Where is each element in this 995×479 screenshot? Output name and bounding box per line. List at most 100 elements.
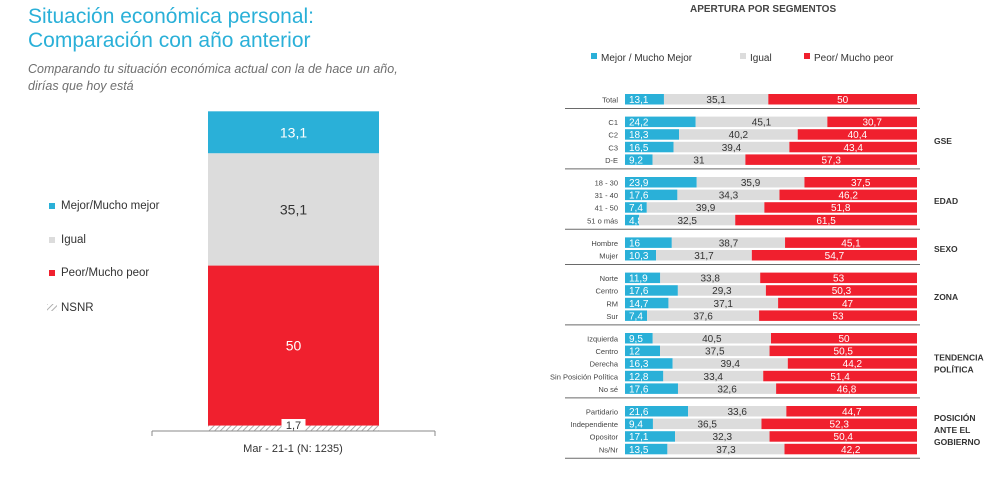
seg-value-6-0-1: 33,6 [728, 407, 748, 418]
seg-bar-4-1-0 [625, 285, 678, 296]
seg-bar-6-2-1 [675, 431, 770, 442]
seg-bar-5-0-0 [625, 333, 653, 344]
seg-bar-4-3-2 [759, 310, 917, 321]
seg-value-6-3-2: 42,2 [841, 445, 861, 456]
seg-bar-3-0-0 [625, 237, 672, 248]
seg-value-3-0-1: 38,7 [719, 238, 739, 249]
seg-row-label-4-2: RM [606, 299, 618, 308]
seg-value-5-1-0: 12 [629, 347, 641, 358]
seg-value-3-0-0: 16 [629, 238, 641, 249]
seg-value-6-0-0: 21,6 [629, 407, 649, 418]
seg-value-1-3-1: 31 [693, 155, 705, 166]
seg-bar-0-0-1 [663, 94, 769, 105]
seg-value-4-2-0: 14,7 [629, 299, 649, 310]
seg-value-4-0-2: 53 [833, 274, 845, 285]
seg-row-label-0-0: Total [602, 96, 618, 105]
seg-value-2-1-1: 34,3 [719, 191, 739, 202]
seg-value-2-2-2: 51,8 [831, 203, 851, 214]
seg-legend-label-2: Peor/ Mucho peor [814, 53, 894, 64]
seg-bar-2-1-1 [677, 189, 780, 201]
seg-value-0-0-0: 13,1 [629, 95, 649, 106]
seg-bar-6-2-2 [769, 431, 917, 442]
seg-bar-2-2-2 [764, 202, 917, 213]
seg-value-5-2-1: 39,4 [720, 359, 740, 370]
seg-value-1-2-1: 39,4 [722, 143, 742, 154]
seg-value-5-3-1: 33,4 [704, 372, 724, 383]
segments-title: APERTURA POR SEGMENTOS [690, 4, 837, 15]
seg-bar-2-3-1 [639, 214, 736, 226]
legend-swatch-3 [47, 304, 57, 311]
seg-value-6-1-1: 36,5 [697, 420, 717, 431]
seg-value-2-2-0: 7,4 [629, 203, 643, 214]
seg-bar-1-0-0 [625, 116, 696, 128]
seg-value-5-1-2: 50,5 [834, 347, 854, 358]
seg-value-5-3-2: 51,4 [830, 372, 850, 383]
legend-label-3: NSNR [61, 302, 94, 314]
seg-bar-6-1-2 [761, 418, 917, 430]
seg-bar-6-0-2 [786, 406, 917, 417]
seg-value-2-0-0: 23,9 [629, 178, 649, 189]
seg-bar-4-0-0 [625, 272, 661, 284]
seg-row-label-6-3: Ns/Nr [599, 445, 619, 454]
seg-bar-3-1-0 [625, 250, 657, 261]
seg-bar-4-0-1 [660, 272, 761, 284]
seg-value-5-0-2: 50 [838, 334, 850, 345]
seg-value-2-2-1: 39,9 [696, 203, 716, 214]
legend-label-1: Igual [61, 234, 86, 246]
seg-value-4-1-0: 17,6 [629, 286, 649, 297]
bar-data-label-2: 50 [286, 338, 302, 354]
group-name-1: GSE [934, 136, 952, 146]
seg-row-label-2-1: 31 - 40 [595, 191, 618, 200]
bar-data-label-0: 13,1 [280, 124, 307, 140]
seg-row-label-1-1: C2 [608, 131, 618, 140]
seg-bar-4-3-0 [625, 310, 648, 321]
seg-legend-label-0: Mejor / Mucho Mejor [601, 53, 693, 64]
seg-bar-4-1-1 [677, 285, 766, 296]
seg-bar-2-0-0 [625, 177, 697, 188]
seg-row-label-3-1: Mujer [599, 252, 618, 261]
seg-bar-5-3-2 [763, 370, 917, 382]
seg-value-5-4-1: 32,6 [717, 384, 737, 395]
seg-row-label-5-2: Derecha [590, 360, 619, 369]
overall-stacked-chart: 13,1 35,1 50 1,7 Mar - 21-1 (N: 1235) Mejor/M… [47, 111, 436, 455]
seg-row-label-2-3: 51 o más [587, 216, 618, 225]
seg-bar-4-2-2 [778, 297, 917, 309]
seg-value-5-2-2: 44,2 [843, 359, 863, 370]
seg-bar-2-1-0 [625, 189, 678, 201]
legend-swatch-1 [49, 237, 55, 243]
seg-bar-3-1-2 [751, 250, 917, 261]
seg-bar-4-1-2 [765, 285, 917, 296]
seg-value-6-2-1: 32,3 [713, 432, 733, 443]
seg-value-4-2-2: 47 [842, 299, 854, 310]
seg-value-2-3-0: 4,8 [629, 216, 643, 227]
seg-bar-5-2-2 [787, 358, 917, 369]
seg-value-1-3-2: 57,3 [821, 155, 841, 166]
seg-value-1-0-1: 45,1 [752, 118, 772, 129]
seg-row-label-1-2: C3 [608, 143, 618, 152]
seg-bar-1-3-2 [745, 154, 917, 165]
seg-value-4-1-2: 50,3 [832, 286, 852, 297]
legend-label-2: Peor/Mucho peor [61, 267, 149, 279]
seg-value-4-3-2: 53 [832, 311, 844, 322]
seg-row-label-1-3: D-E [605, 156, 618, 165]
seg-value-2-0-1: 35,9 [741, 178, 761, 189]
seg-bar-1-0-2 [827, 116, 917, 128]
seg-value-5-0-0: 9,5 [629, 334, 643, 345]
seg-bar-5-4-0 [625, 383, 678, 394]
group-name-6: POSICIÓN ANTE EL GOBIERNO [934, 412, 981, 447]
group-name-4: ZONA [934, 292, 958, 302]
seg-bar-6-1-1 [652, 418, 762, 430]
seg-value-2-3-2: 61,5 [816, 216, 836, 227]
seg-value-5-2-0: 16,3 [629, 359, 649, 370]
seg-bar-5-1-0 [625, 345, 661, 357]
seg-value-6-2-2: 50,4 [834, 432, 854, 443]
seg-bar-2-0-2 [804, 177, 917, 188]
legend-label-0: Mejor/Mucho mejor [61, 200, 160, 212]
group-name-2: EDAD [934, 196, 958, 206]
seg-value-4-3-0: 7,4 [629, 311, 643, 322]
seg-value-6-3-1: 37,3 [716, 445, 736, 456]
seg-row-label-1-0: C1 [608, 118, 618, 127]
seg-legend-label-1: Igual [750, 53, 772, 64]
seg-value-3-1-0: 10,3 [629, 251, 649, 262]
